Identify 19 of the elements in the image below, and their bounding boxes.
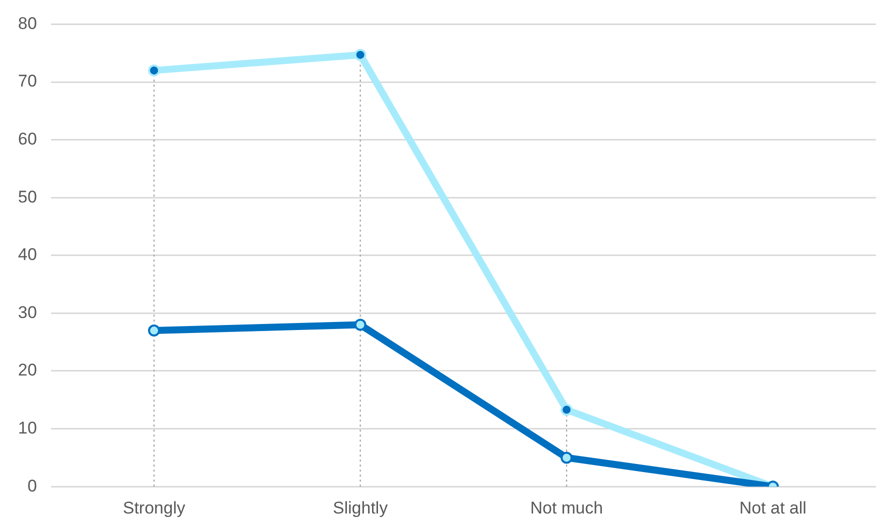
x-tick-label: Not much	[530, 498, 603, 518]
point	[148, 324, 160, 337]
point	[148, 64, 160, 76]
y-tick-label: 40	[18, 245, 37, 264]
x-tick-label: Slightly	[332, 498, 388, 518]
point	[354, 318, 366, 331]
y-tick-label: 70	[18, 72, 37, 91]
y-tick-label: 50	[18, 187, 37, 206]
y-tick-label: 20	[18, 360, 37, 380]
point	[560, 452, 573, 464]
point	[560, 404, 573, 416]
x-tick-label: Strongly	[122, 498, 186, 518]
x-tick-label: Not at all	[739, 498, 806, 518]
y-tick-label: 0	[27, 476, 37, 496]
y-tick-label: 30	[18, 302, 37, 322]
y-tick-label: 80	[18, 14, 37, 33]
y-tick-label: 10	[18, 418, 37, 438]
point	[354, 48, 366, 61]
y-tick-label: 60	[18, 129, 37, 148]
